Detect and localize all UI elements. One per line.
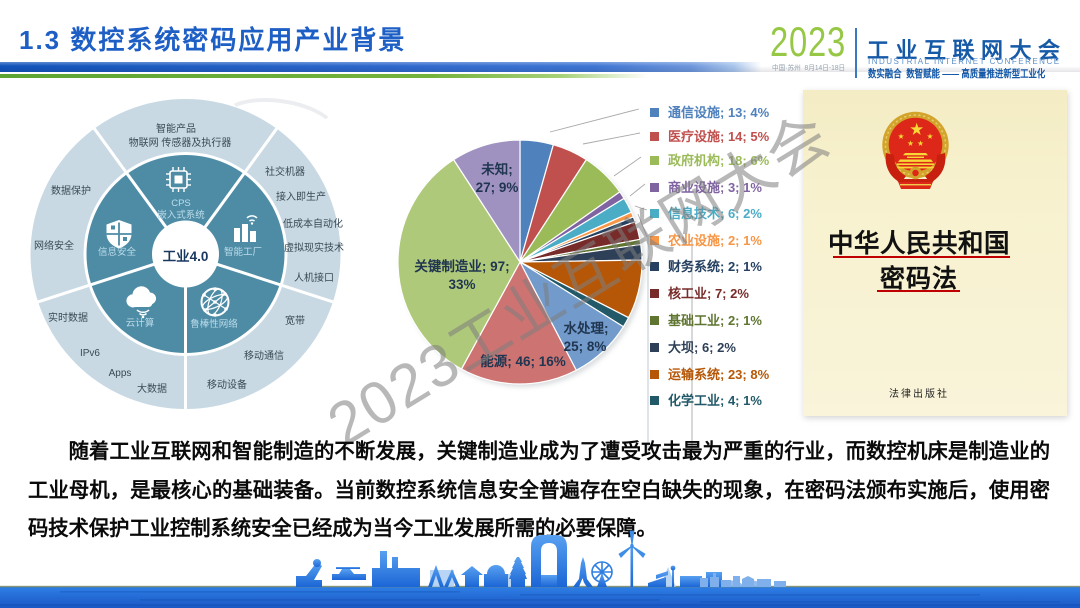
svg-text:实时数据: 实时数据 (48, 311, 88, 324)
svg-text:25; 8%: 25; 8% (564, 339, 607, 354)
svg-text:物联网 传感器及执行器: 物联网 传感器及执行器 (129, 136, 232, 149)
svg-text:水处理;: 水处理; (564, 320, 609, 336)
svg-text:移动通信: 移动通信 (244, 349, 284, 362)
svg-text:宽带: 宽带 (285, 314, 305, 327)
svg-text:社交机器: 社交机器 (265, 165, 305, 178)
svg-text:CPS: CPS (171, 198, 191, 209)
svg-text:数据保护: 数据保护 (51, 184, 91, 197)
svg-text:鲁棒性网络: 鲁棒性网络 (190, 318, 238, 330)
svg-text:虚拟现实技术: 虚拟现实技术 (284, 241, 344, 254)
svg-text:智能工厂: 智能工厂 (224, 246, 262, 258)
svg-text:27; 9%: 27; 9% (476, 180, 519, 195)
svg-text:Apps: Apps (109, 368, 132, 379)
svg-text:网络安全: 网络安全 (34, 239, 74, 252)
svg-text:33%: 33% (448, 277, 475, 292)
svg-text:能源; 46; 16%: 能源; 46; 16% (480, 353, 566, 369)
svg-text:智能产品: 智能产品 (156, 122, 196, 135)
svg-text:关键制造业; 97;: 关键制造业; 97; (414, 258, 509, 274)
svg-text:人机接口: 人机接口 (294, 271, 334, 284)
svg-text:嵌入式系统: 嵌入式系统 (157, 209, 205, 221)
svg-text:接入即生产: 接入即生产 (276, 190, 326, 203)
svg-text:移动设备: 移动设备 (207, 378, 247, 391)
svg-text:低成本自动化: 低成本自动化 (283, 217, 343, 230)
svg-text:云计算: 云计算 (126, 317, 155, 329)
svg-text:大数据: 大数据 (137, 382, 167, 395)
svg-text:工业4.0: 工业4.0 (163, 249, 209, 264)
svg-text:未知;: 未知; (481, 161, 513, 177)
svg-text:信息安全: 信息安全 (98, 246, 137, 258)
svg-text:IPv6: IPv6 (80, 348, 100, 359)
